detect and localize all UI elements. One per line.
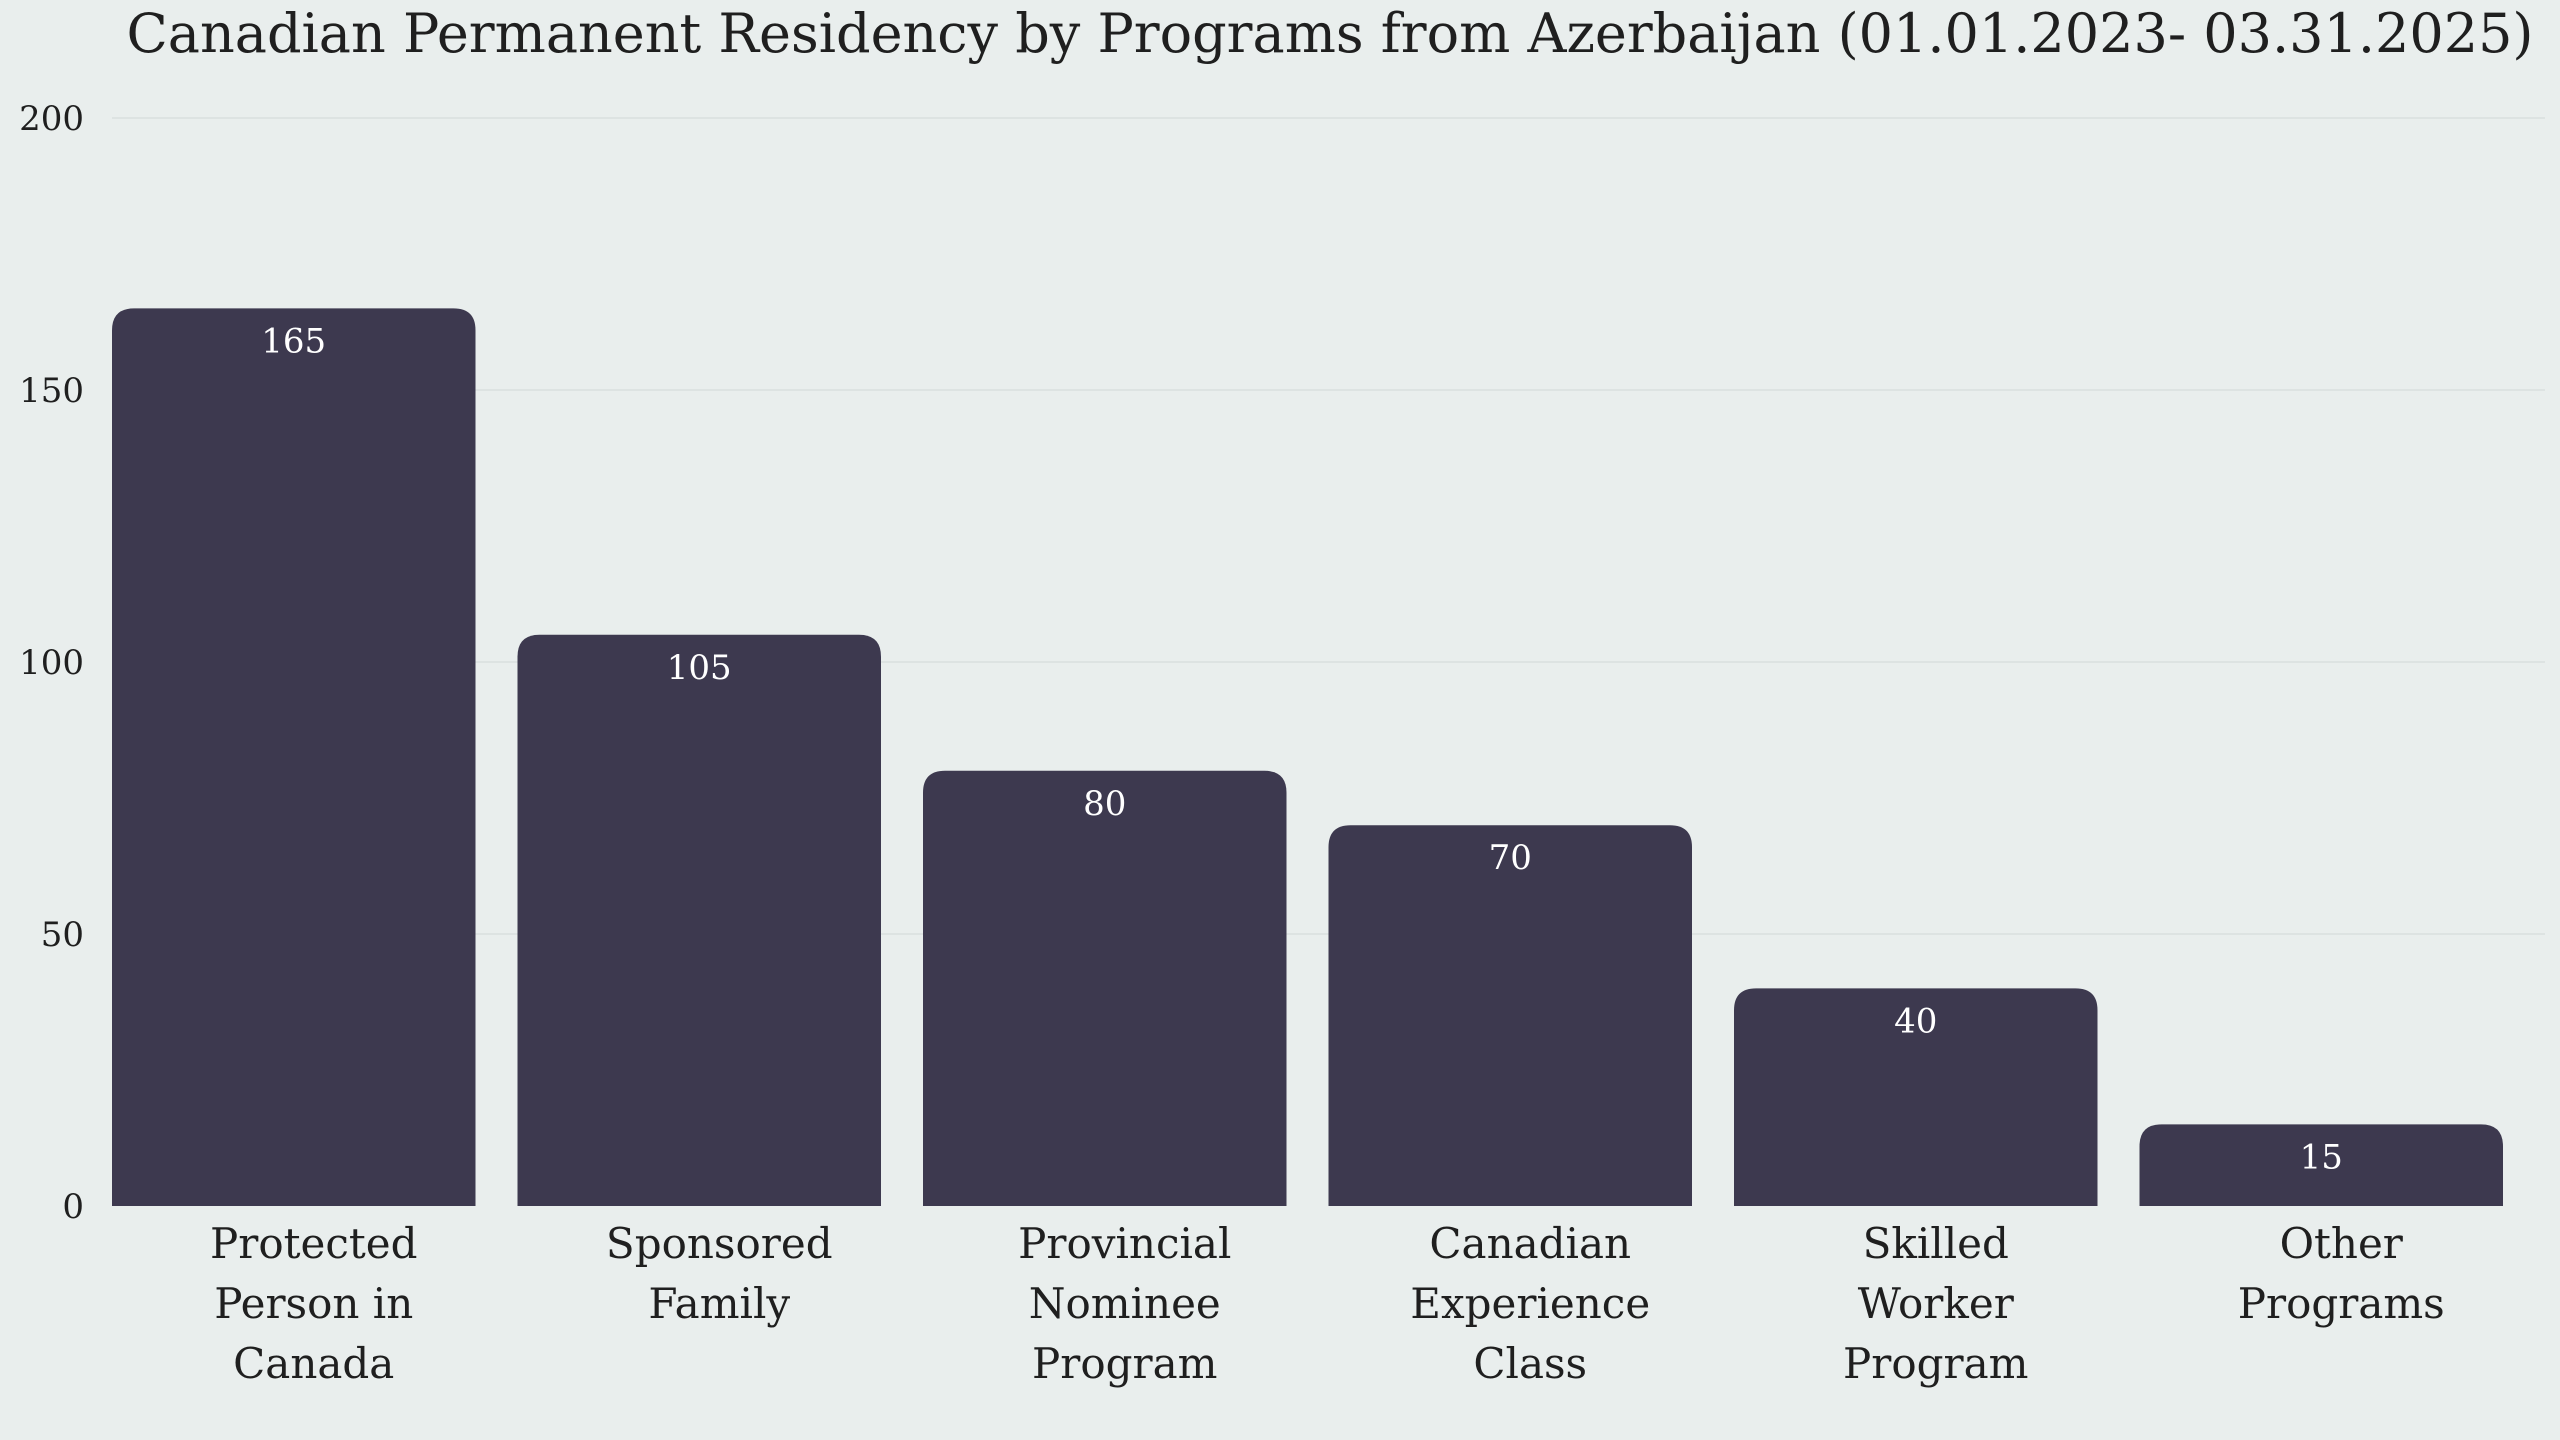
bar-value-label: 105 bbox=[667, 648, 732, 688]
y-tick-label: 0 bbox=[62, 1187, 84, 1227]
bar bbox=[1328, 825, 1692, 1206]
bar-value-label: 15 bbox=[2300, 1137, 2343, 1177]
bar bbox=[517, 634, 881, 1206]
y-tick-label: 150 bbox=[19, 371, 84, 411]
x-tick-label: Canadian Experience Class bbox=[1410, 1219, 1650, 1388]
bar-value-label: 40 bbox=[1894, 1001, 1937, 1041]
x-tick-label: Other Programs bbox=[2238, 1219, 2445, 1328]
x-tick-label: Protected Person in Canada bbox=[210, 1219, 418, 1388]
x-tick-label: Skilled Worker Program bbox=[1843, 1219, 2028, 1388]
x-tick-label: Sponsored Family bbox=[606, 1219, 833, 1328]
chart-title: Canadian Permanent Residency by Programs… bbox=[126, 2, 2533, 65]
bars bbox=[112, 308, 2503, 1206]
x-axis: Protected Person in Canada Sponsored Family P… bbox=[210, 1219, 2445, 1388]
bar bbox=[1734, 988, 2098, 1206]
bar-value-label: 80 bbox=[1083, 784, 1126, 824]
bar-value-labels: 165 105 80 70 40 15 bbox=[261, 321, 2343, 1177]
bar bbox=[923, 770, 1287, 1206]
bar-value-label: 165 bbox=[261, 321, 326, 361]
y-tick-label: 100 bbox=[19, 643, 84, 683]
y-tick-label: 200 bbox=[19, 99, 84, 139]
bar bbox=[112, 308, 476, 1206]
bar-value-label: 70 bbox=[1489, 838, 1532, 878]
y-tick-label: 50 bbox=[41, 915, 84, 955]
bar bbox=[2139, 1124, 2503, 1206]
x-tick-label: Provincial Nominee Program bbox=[1018, 1219, 1231, 1388]
y-axis: 0 50 100 150 200 bbox=[19, 99, 84, 1227]
gridlines bbox=[112, 117, 2545, 935]
